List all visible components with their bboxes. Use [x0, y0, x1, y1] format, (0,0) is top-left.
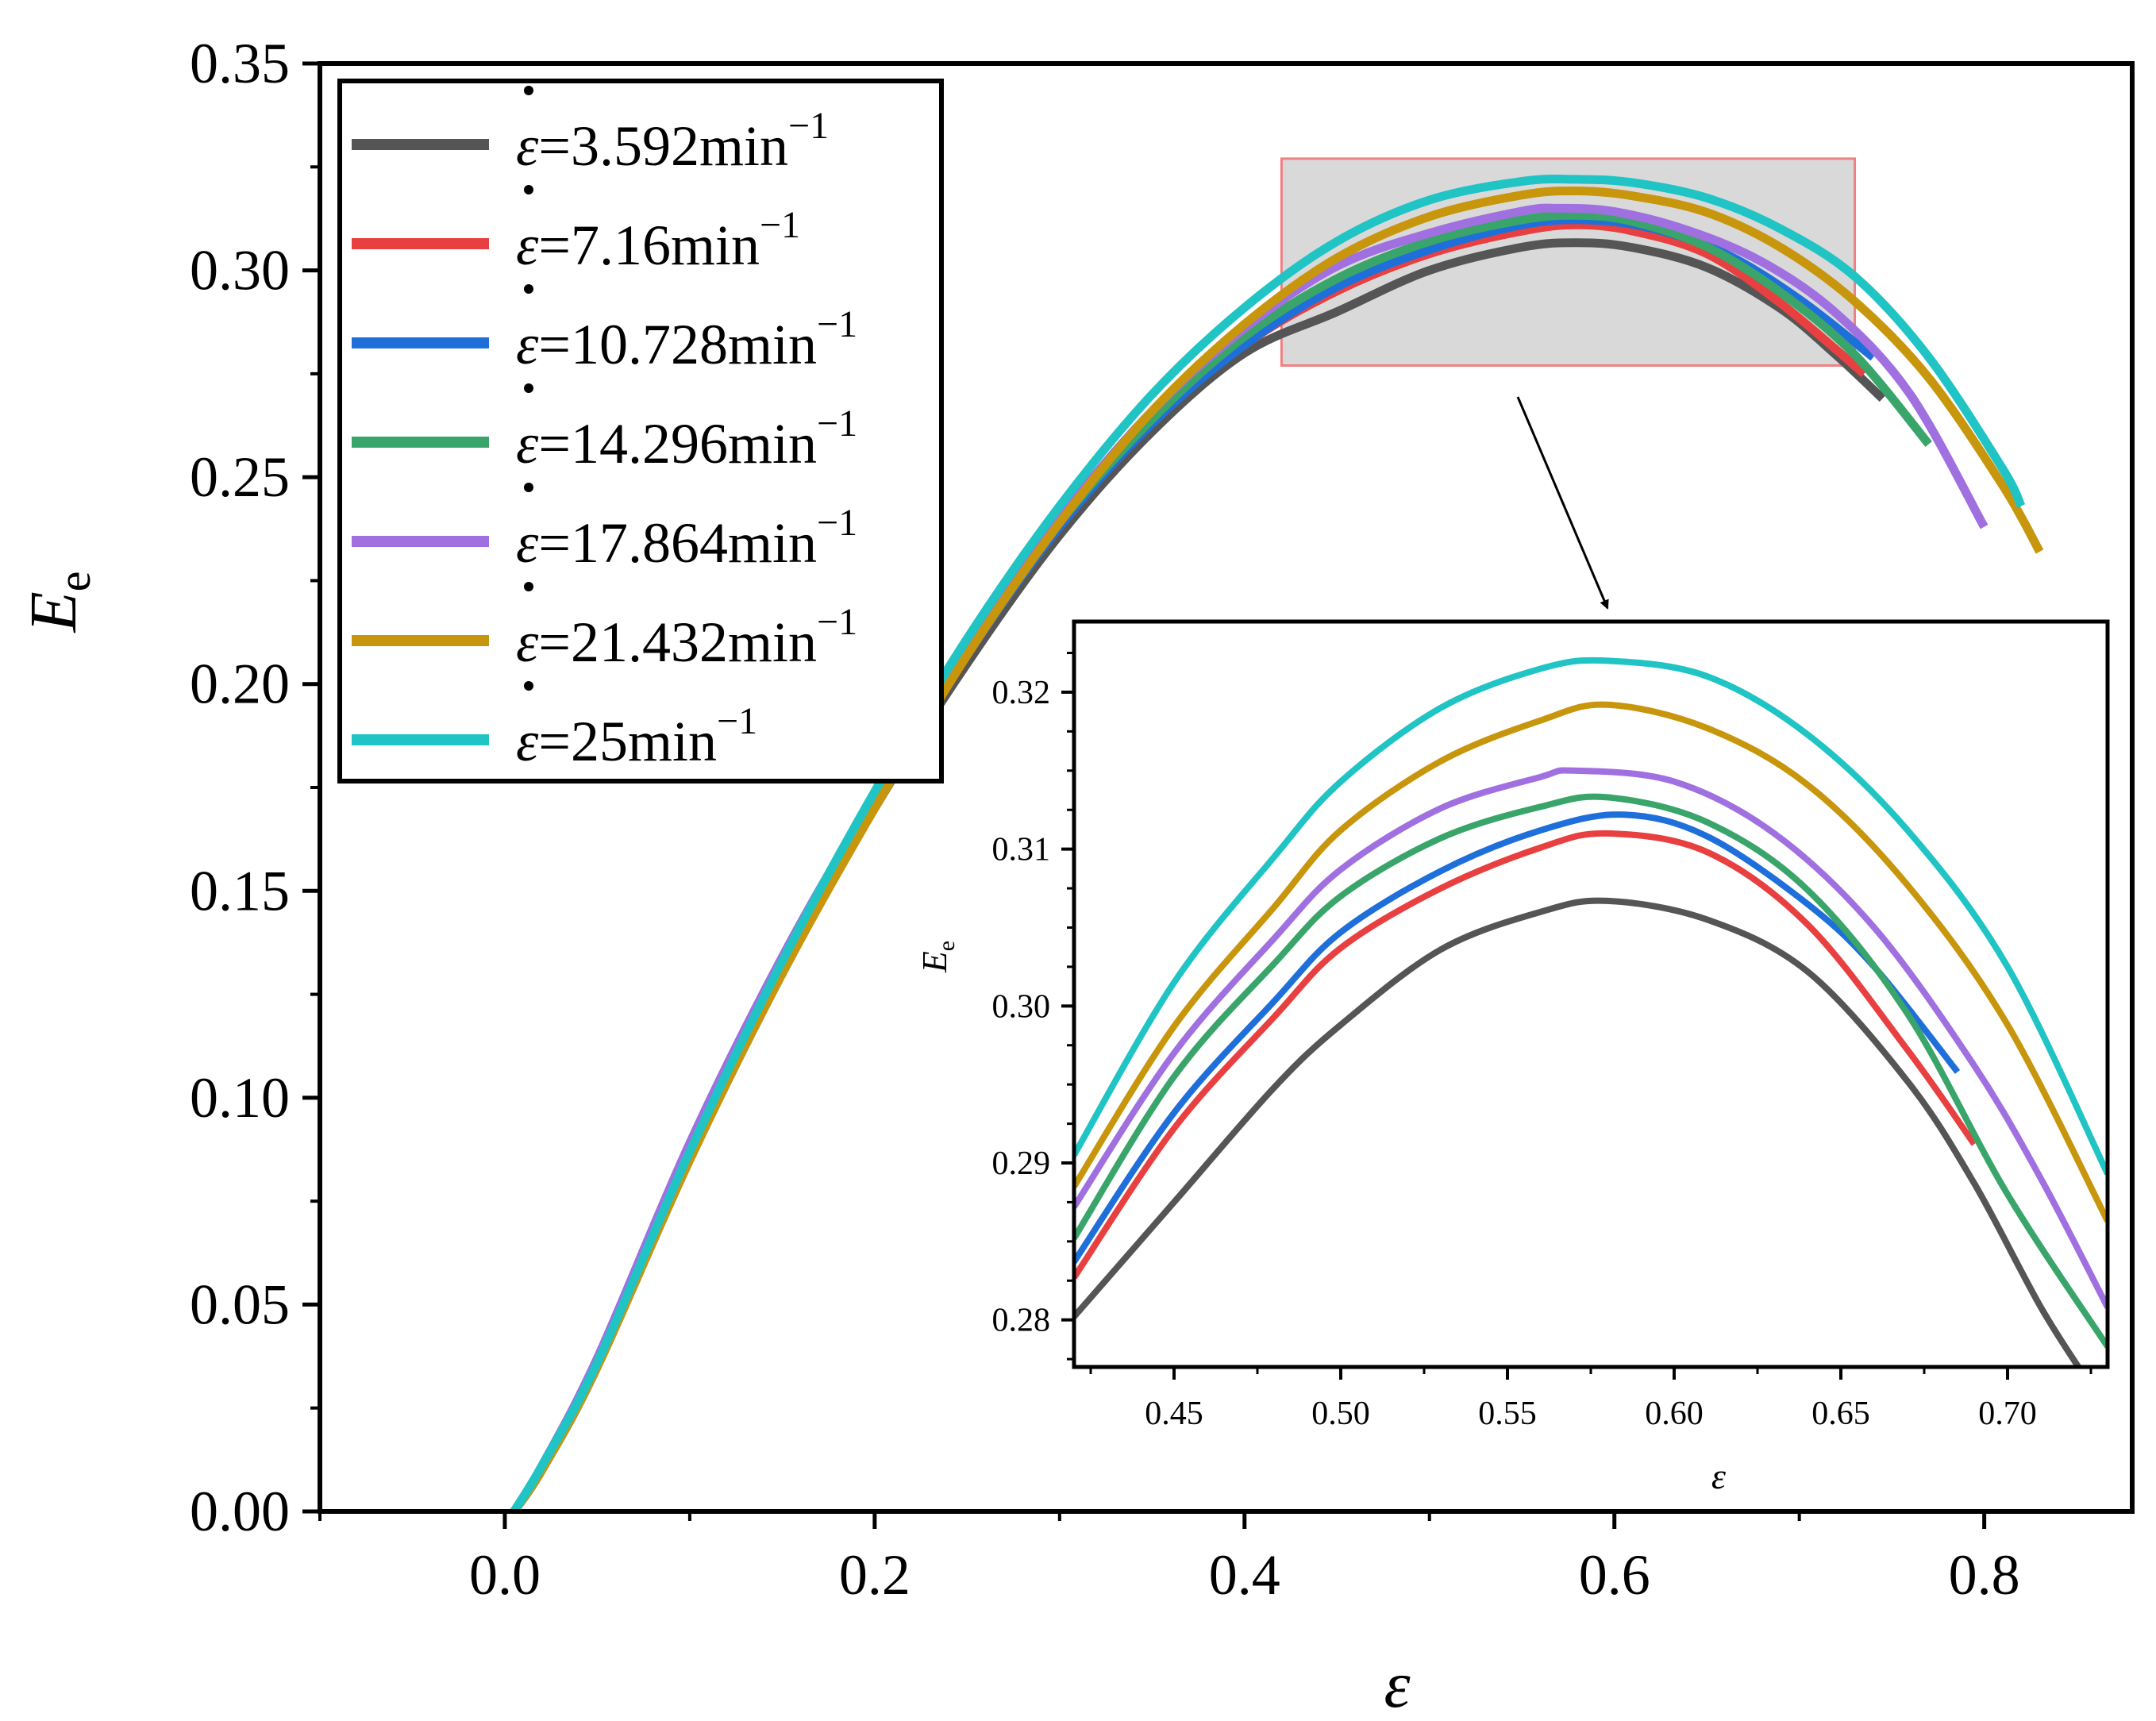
y-tick-label: 0.25	[190, 445, 290, 509]
x-tick-label: 0.4	[1209, 1543, 1280, 1607]
x-tick-label: 0.6	[1579, 1543, 1650, 1607]
inset-series-line-4	[1074, 793, 2108, 1349]
y-tick-label: 0.00	[190, 1480, 290, 1543]
inset-series-line-7	[1074, 656, 2108, 1176]
legend-entry: ε=10.728min−1	[352, 284, 857, 376]
x-tick-label: 0.0	[469, 1543, 541, 1607]
y-tick-label: 0.35	[190, 32, 290, 95]
inset-x-tick-label: 0.65	[1811, 1396, 1870, 1432]
y-axis-title: Ee	[17, 571, 100, 633]
y-tick-label: 0.05	[190, 1272, 290, 1336]
inset-series-line-1	[1074, 897, 2083, 1367]
main-axes: 0.0 0.2 0.4 0.6 0.8 0.00 0.05 0.10 0.15 0.20 0.25 0…	[190, 32, 2135, 1607]
inset-x-tick-label: 0.45	[1145, 1396, 1203, 1432]
legend-rate-dot	[524, 681, 533, 691]
inset-series-lines	[1074, 656, 2108, 1367]
inset-x-tick-label: 0.55	[1478, 1396, 1537, 1432]
main-series-lines	[510, 174, 2044, 1511]
legend-rate-dot	[524, 86, 533, 95]
legend-rate-dot	[524, 483, 533, 492]
inset-y-tick-label: 0.29	[992, 1145, 1051, 1182]
legend-rate-dot	[524, 185, 533, 194]
legend-entry: ε=21.432min−1	[352, 582, 857, 674]
legend-label: ε=14.296min−1	[516, 402, 857, 475]
inset-series-line-6	[1074, 701, 2108, 1223]
legend-rate-dot	[524, 383, 533, 393]
legend-rate-dot	[524, 582, 533, 591]
inset-x-tick-label: 0.50	[1311, 1396, 1370, 1432]
inset-y-tick-label: 0.28	[992, 1303, 1051, 1339]
legend-label: ε=17.864min−1	[516, 502, 857, 575]
inset-y-axis-title: Ee	[915, 941, 960, 973]
legend-entry: ε=14.296min−1	[352, 383, 857, 475]
y-tick-label: 0.30	[190, 239, 290, 302]
inset-series-line-5	[1074, 767, 2108, 1309]
inset-y-tick-label: 0.32	[992, 675, 1051, 711]
legend-entry: ε=25min−1	[352, 681, 757, 773]
legend-frame	[337, 79, 944, 783]
legend-label: ε=10.728min−1	[516, 303, 857, 376]
legend-label: ε=21.432min−1	[516, 601, 857, 674]
inset-x-axis-title: ε	[1711, 1456, 1727, 1496]
legend-entry: ε=17.864min−1	[352, 483, 857, 575]
x-axis-title: ε	[1384, 1648, 1411, 1721]
y-tick-label: 0.10	[190, 1066, 290, 1130]
inset-background	[1074, 622, 2108, 1367]
y-tick-label: 0.20	[190, 653, 290, 716]
main-series-line-7	[510, 174, 2026, 1511]
legend-rate-dot	[524, 284, 533, 294]
x-tick-label: 0.2	[839, 1543, 911, 1607]
inset-y-tick-label: 0.31	[992, 832, 1051, 868]
inset-series-line-2	[1074, 830, 1977, 1280]
inset-y-tick-label: 0.30	[992, 988, 1051, 1025]
legend-label: ε=25min−1	[516, 700, 757, 773]
legend-label: ε=3.592min−1	[516, 105, 829, 178]
y-tick-label: 0.15	[190, 859, 290, 922]
inset-axes: 0.45 0.50 0.55 0.60 0.65 0.70 0.28 0.29 0.30 0.31…	[992, 619, 2110, 1432]
inset-series-line-3	[1074, 811, 1961, 1264]
legend-entry: ε=7.16min−1	[352, 185, 800, 277]
inset-x-tick-label: 0.60	[1645, 1396, 1704, 1432]
legend-entry: ε=3.592min−1	[352, 86, 829, 178]
x-tick-label: 0.8	[1949, 1543, 2020, 1607]
legend-label: ε=7.16min−1	[516, 204, 800, 277]
inset-x-tick-label: 0.70	[1978, 1396, 2037, 1432]
legend: ε=3.592min−1 ε=7.16min−1 ε=10.728min−1 ε=14…	[337, 79, 944, 783]
zoom-arrow	[1516, 396, 1609, 610]
